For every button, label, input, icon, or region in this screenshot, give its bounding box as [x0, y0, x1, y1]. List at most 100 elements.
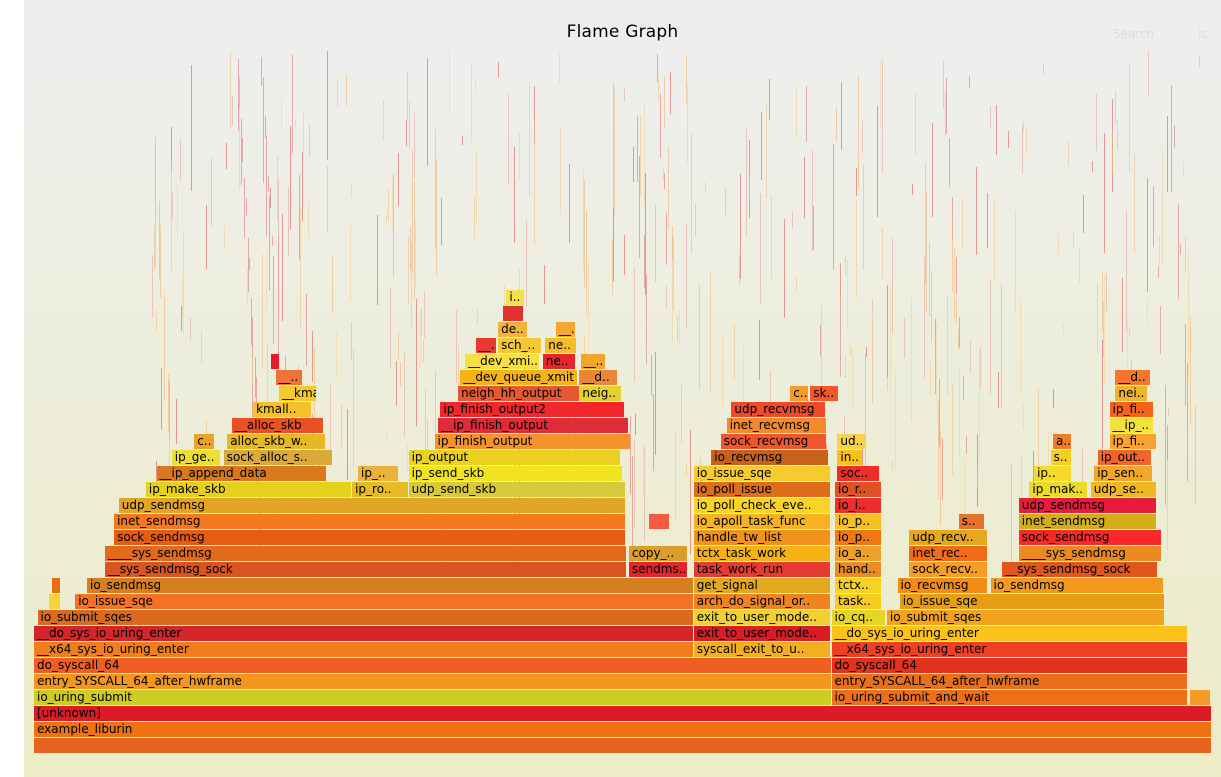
- flame-frame[interactable]: ne..: [545, 338, 577, 353]
- flame-frame[interactable]: c..: [790, 386, 809, 401]
- flame-frame[interactable]: ip_fi..: [1109, 434, 1156, 449]
- flame-frame[interactable]: sock_sendmsg: [1018, 530, 1162, 545]
- flame-frame[interactable]: __do_sys_io_uring_enter: [831, 626, 1188, 641]
- flame-frame[interactable]: ip_mak..: [1029, 482, 1088, 497]
- flame-frame[interactable]: entry_SYSCALL_64_after_hwframe: [831, 674, 1188, 689]
- flame-frame[interactable]: in..: [837, 450, 863, 465]
- flame-frame[interactable]: __x64_sys_io_uring_enter: [831, 642, 1188, 657]
- flame-frame[interactable]: soc..: [837, 466, 879, 481]
- flame-frame[interactable]: udp_sendmsg: [1018, 498, 1156, 513]
- flame-frame[interactable]: io_issue_sqe: [899, 594, 1164, 609]
- flame-frame[interactable]: __alloc_skb: [231, 418, 323, 433]
- flame-frame[interactable]: c..: [194, 434, 215, 449]
- flame-frame[interactable]: ip_output: [408, 450, 620, 465]
- flame-frame[interactable]: ip_ro..: [352, 482, 408, 497]
- flame-frame[interactable]: syscall_exit_to_u..: [693, 642, 831, 657]
- flame-frame[interactable]: inet_rec..: [909, 546, 988, 561]
- flame-frame[interactable]: de..: [498, 322, 527, 337]
- flame-frame[interactable]: ip_..: [358, 466, 399, 481]
- flame-frame[interactable]: io_issue_sqe: [693, 466, 831, 481]
- flame-frame[interactable]: sch_..: [498, 338, 541, 353]
- flame-frame[interactable]: exit_to_user_mode..: [693, 610, 831, 625]
- flame-frame[interactable]: [51, 578, 61, 593]
- flame-frame[interactable]: exit_to_user_mode..: [693, 626, 831, 641]
- flame-frame[interactable]: io_sendmsg: [87, 578, 693, 593]
- flame-frame[interactable]: i..: [506, 290, 525, 305]
- flame-frame[interactable]: tctx_task_work: [693, 546, 831, 561]
- flame-frame[interactable]: io_sendmsg: [990, 578, 1163, 593]
- flame-frame[interactable]: ip_send_skb: [408, 466, 622, 481]
- flame-frame[interactable]: ____sys_sendmsg: [1018, 546, 1162, 561]
- flame-frame[interactable]: nei..: [1115, 386, 1148, 401]
- flame-frame[interactable]: task..: [835, 594, 882, 609]
- flame-frame[interactable]: sock_recvmsg: [720, 434, 826, 449]
- flame-frame[interactable]: neigh_hh_output: [458, 386, 581, 401]
- flame-frame[interactable]: task_work_run: [693, 562, 831, 577]
- flame-frame[interactable]: s..: [1050, 450, 1071, 465]
- flame-frame[interactable]: sock_alloc_s..: [223, 450, 333, 465]
- flame-frame[interactable]: ip_sen..: [1094, 466, 1153, 481]
- flame-frame[interactable]: [unknown]: [34, 706, 1211, 721]
- flame-frame[interactable]: handle_tw_list: [693, 530, 831, 545]
- flame-frame[interactable]: io_issue_sqe: [75, 594, 693, 609]
- flame-frame[interactable]: __..: [580, 354, 606, 369]
- flame-frame[interactable]: udp_sendmsg: [118, 498, 626, 513]
- flame-frame[interactable]: io_uring_submit_and_wait: [831, 690, 1188, 705]
- flame-frame[interactable]: io_r..: [835, 482, 882, 497]
- flame-frame[interactable]: io_p..: [835, 530, 882, 545]
- flame-frame[interactable]: a..: [1053, 434, 1071, 449]
- flame-frame[interactable]: inet_recvmsg: [726, 418, 826, 433]
- flame-frame[interactable]: inet_sendmsg: [114, 514, 626, 529]
- flame-frame[interactable]: sock_recv..: [909, 562, 988, 577]
- flame-frame[interactable]: __..: [475, 338, 496, 353]
- flame-frame[interactable]: io_poll_check_eve..: [693, 498, 831, 513]
- flame-frame[interactable]: __ip_finish_output: [438, 418, 628, 433]
- flame-frame[interactable]: [1189, 690, 1210, 705]
- flame-frame[interactable]: __sys_sendmsg_sock: [104, 562, 626, 577]
- flame-frame[interactable]: inet_sendmsg: [1018, 514, 1156, 529]
- flame-frame[interactable]: neig..: [579, 386, 621, 401]
- flame-frame[interactable]: io_recvmsg: [897, 578, 988, 593]
- flame-frame[interactable]: __do_sys_io_uring_enter: [34, 626, 693, 641]
- flame-frame[interactable]: kmall..: [253, 402, 311, 417]
- flame-frame[interactable]: ip_out..: [1097, 450, 1151, 465]
- flame-frame[interactable]: ip_finish_output: [434, 434, 631, 449]
- flame-frame[interactable]: [49, 594, 61, 609]
- flame-frame[interactable]: example_liburin: [34, 722, 1211, 737]
- flame-frame[interactable]: io_a..: [835, 546, 882, 561]
- flame-frame[interactable]: hand..: [835, 562, 882, 577]
- flame-frame[interactable]: __ip_append_data: [156, 466, 327, 481]
- flame-frame[interactable]: alloc_skb_w..: [227, 434, 326, 449]
- flame-frame[interactable]: io_p..: [835, 514, 882, 529]
- flame-frame[interactable]: ip_ge..: [171, 450, 221, 465]
- flame-frame[interactable]: udp_recvmsg: [731, 402, 825, 417]
- flame-frame[interactable]: __kma..: [279, 386, 316, 401]
- flame-frame[interactable]: io_poll_issue: [693, 482, 831, 497]
- flame-frame[interactable]: tctx..: [835, 578, 882, 593]
- flame-frame[interactable]: __x64_sys_io_uring_enter: [34, 642, 693, 657]
- flame-frame[interactable]: io_cq..: [831, 610, 885, 625]
- flame-frame[interactable]: ud..: [837, 434, 866, 449]
- flame-frame[interactable]: ne..: [542, 354, 575, 369]
- flame-frame[interactable]: do_syscall_64: [34, 658, 831, 673]
- flame-frame[interactable]: sendms..: [628, 562, 687, 577]
- flame-frame[interactable]: udp_se..: [1090, 482, 1156, 497]
- flame-frame[interactable]: entry_SYSCALL_64_after_hwframe: [34, 674, 831, 689]
- search-button[interactable]: Search: [1113, 27, 1155, 41]
- flame-frame[interactable]: sk..: [810, 386, 838, 401]
- flame-frame[interactable]: __dev_xmi..: [465, 354, 540, 369]
- flame-frame[interactable]: copy_..: [628, 546, 687, 561]
- flame-frame[interactable]: do_syscall_64: [831, 658, 1188, 673]
- flame-frame[interactable]: udp_recv..: [909, 530, 988, 545]
- flame-frame[interactable]: [34, 738, 1211, 753]
- flame-frame[interactable]: s..: [958, 514, 984, 529]
- flame-frame[interactable]: ip_fi..: [1109, 402, 1154, 417]
- flame-frame[interactable]: io_i..: [835, 498, 882, 513]
- flame-frame[interactable]: arch_do_signal_or..: [693, 594, 831, 609]
- flame-frame[interactable]: ____sys_sendmsg: [104, 546, 626, 561]
- flame-frame[interactable]: __ip_..: [1109, 418, 1154, 433]
- flame-frame[interactable]: ip_finish_output2: [440, 402, 625, 417]
- flame-frame[interactable]: __..: [555, 322, 575, 337]
- flame-frame[interactable]: __d..: [1115, 370, 1150, 385]
- flame-frame[interactable]: __dev_queue_xmit: [460, 370, 578, 385]
